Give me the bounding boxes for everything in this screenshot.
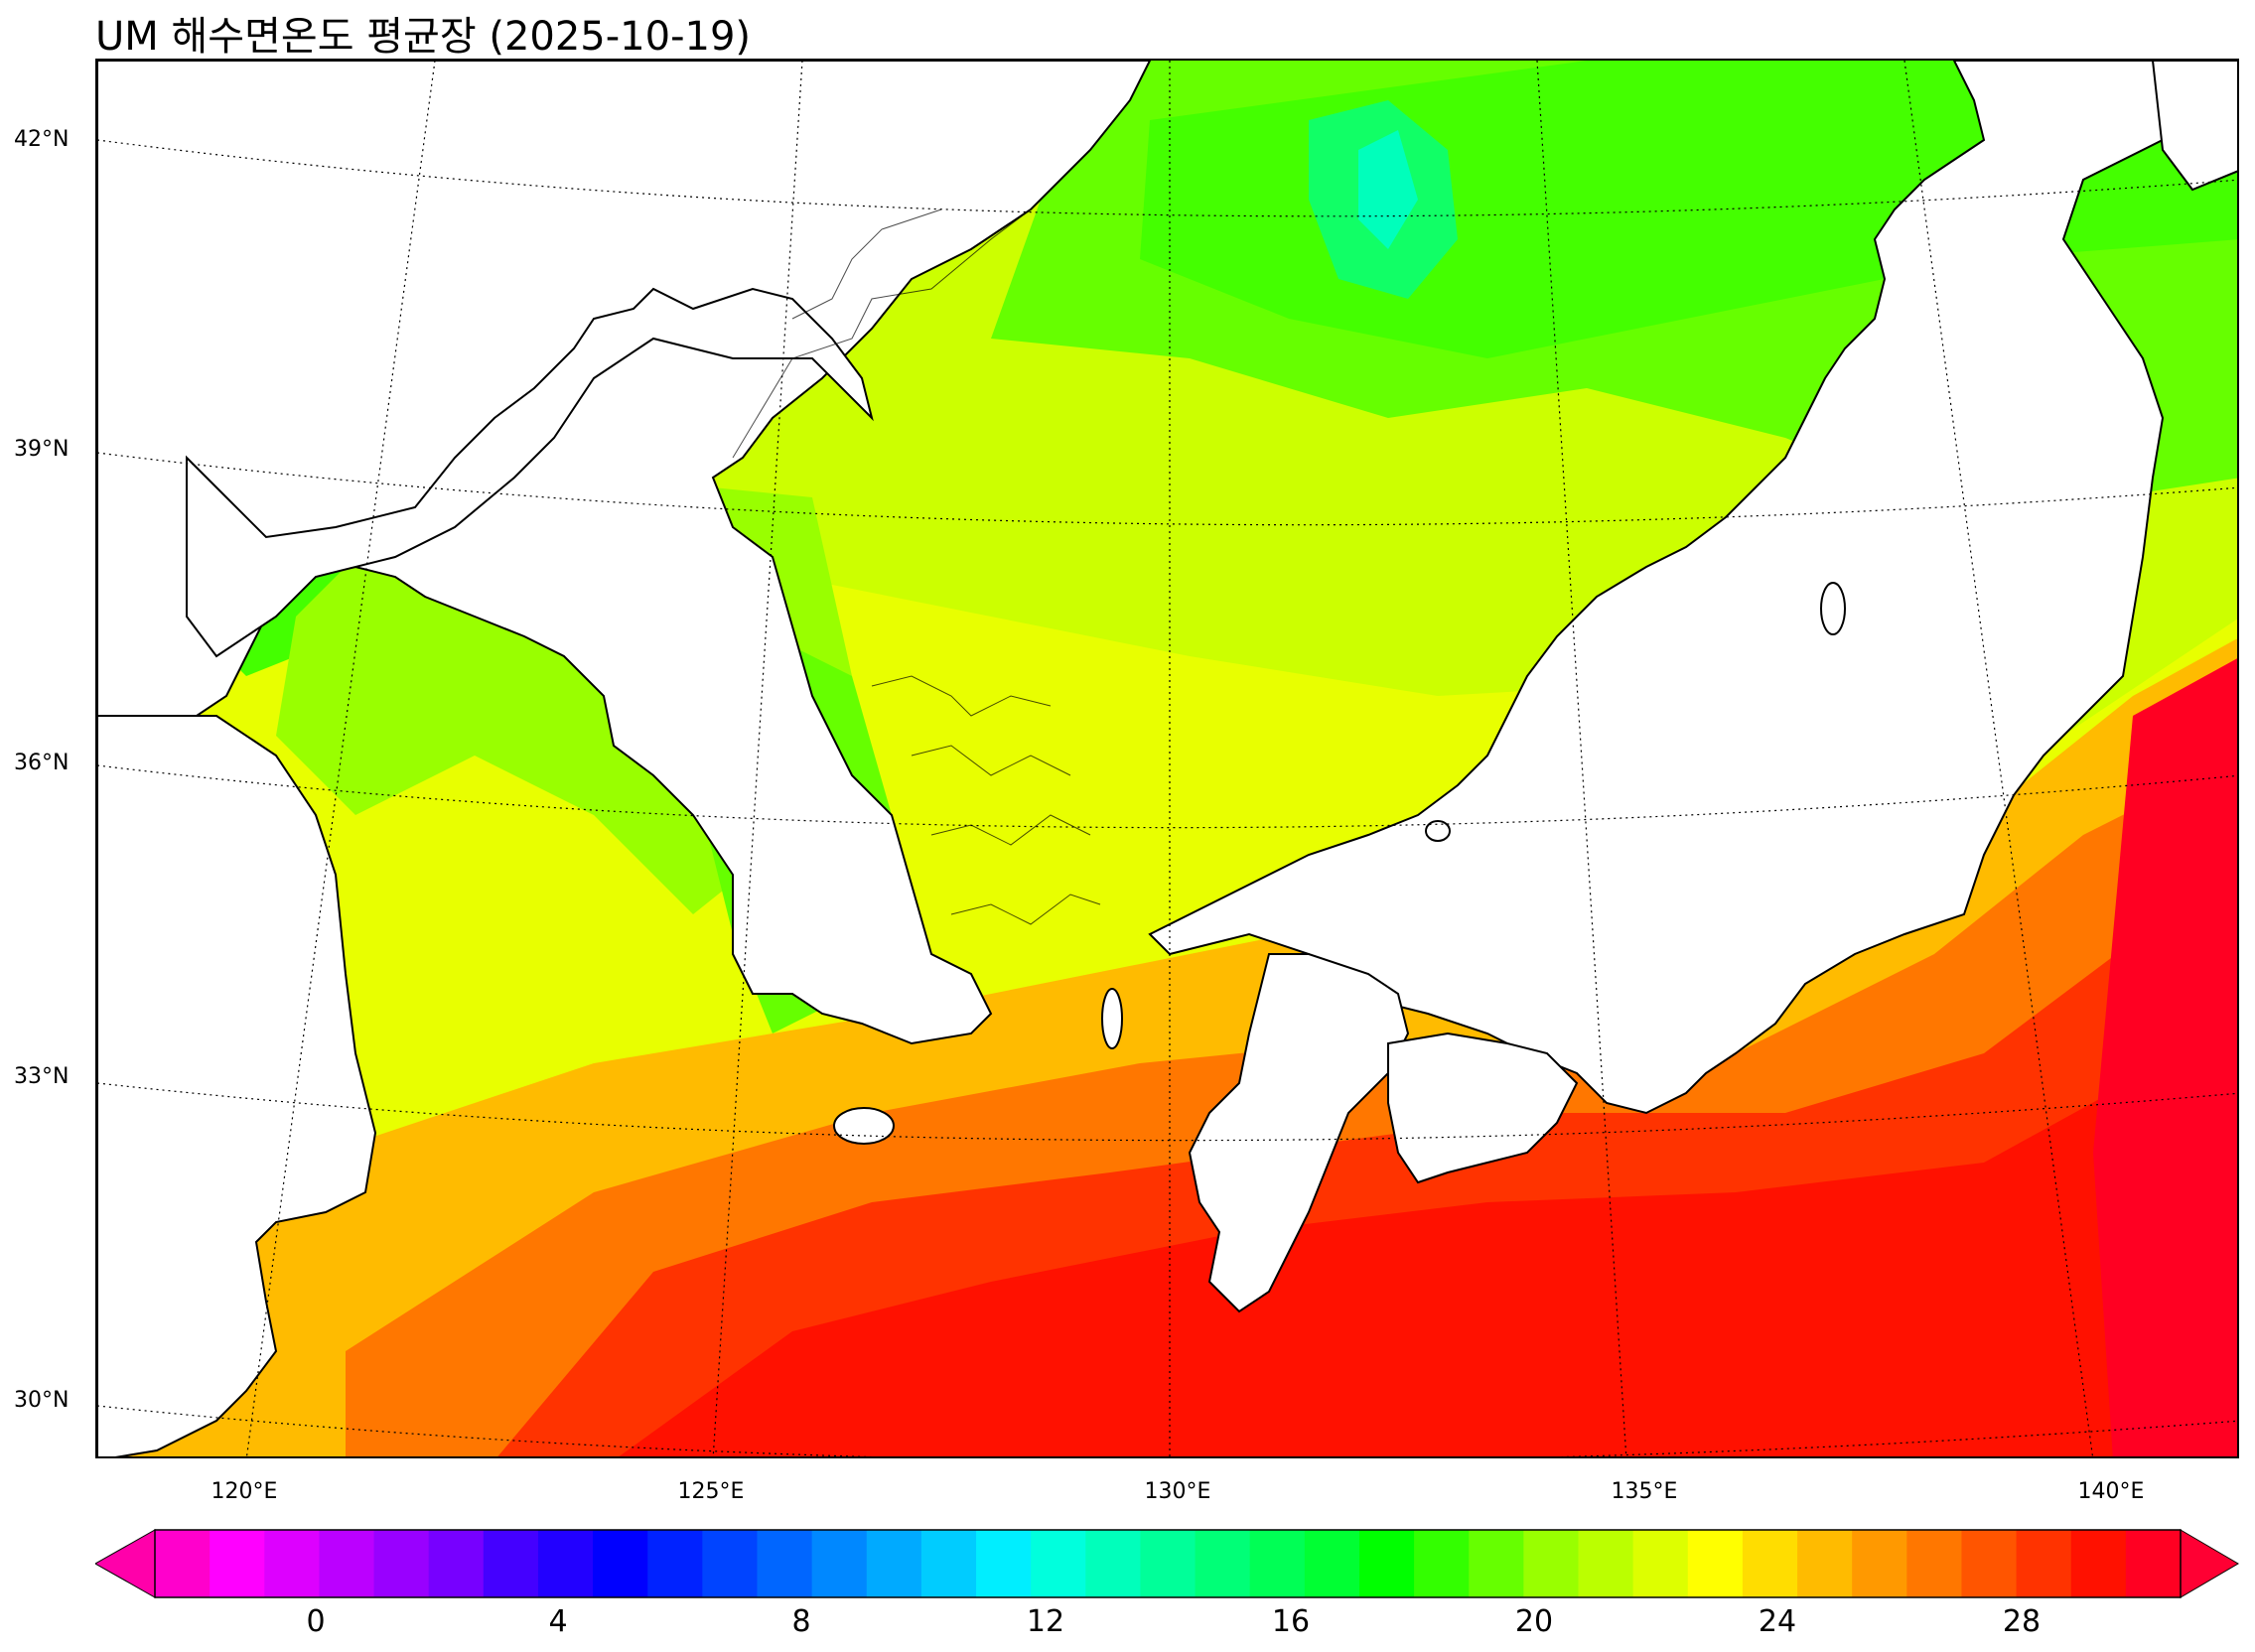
colorbar-swatch [866,1530,922,1597]
colorbar [95,1529,2239,1598]
lon-label-140: 140°E [2077,1479,2145,1504]
colorbar-swatch [1358,1530,1415,1597]
colorbar-tick-0: 0 [306,1604,326,1639]
colorbar-swatch [1687,1530,1744,1597]
colorbar-swatch [1632,1530,1689,1597]
colorbar-swatch [2125,1530,2182,1597]
colorbar-swatch [976,1530,1032,1597]
colorbar-swatch [483,1530,539,1597]
colorbar-swatch [373,1530,430,1597]
sst-map [95,59,2239,1458]
colorbar-tick-28: 28 [2002,1604,2042,1639]
lat-label-42: 42°N [14,127,70,152]
lon-label-125: 125°E [677,1479,745,1504]
lat-label-36: 36°N [14,751,70,775]
colorbar-swatch [428,1530,485,1597]
colorbar-swatch [757,1530,813,1597]
colorbar-swatch [1797,1530,1853,1597]
colorbar-swatch [537,1530,594,1597]
colorbar-swatch [1304,1530,1360,1597]
colorbar-swatch [1085,1530,1142,1597]
colorbar-swatch [319,1530,375,1597]
colorbar-over-arrow [2180,1529,2239,1598]
colorbar-swatch [593,1530,648,1597]
colorbar-swatch [702,1530,759,1597]
colorbar-swatch [264,1530,321,1597]
colorbar-swatch [1195,1530,1251,1597]
colorbar-swatch [920,1530,977,1597]
colorbar-swatch [2070,1530,2127,1597]
lat-label-39: 39°N [14,437,70,462]
colorbar-swatch [210,1530,265,1597]
lon-label-120: 120°E [211,1479,278,1504]
lon-label-130: 130°E [1144,1479,1211,1504]
colorbar-swatch [811,1530,868,1597]
lat-label-33: 33°N [14,1064,70,1089]
colorbar-swatch [1414,1530,1470,1597]
colorbar-swatch [1469,1530,1524,1597]
colorbar-tick-8: 8 [791,1604,811,1639]
colorbar-swatch [1906,1530,1963,1597]
colorbar-tick-4: 4 [548,1604,568,1639]
colorbar-swatch [1249,1530,1306,1597]
colorbar-swatch [155,1530,211,1597]
colorbar-swatch [2016,1530,2072,1597]
lon-label-135: 135°E [1611,1479,1678,1504]
colorbar-swatch [647,1530,703,1597]
lat-label-30: 30°N [14,1388,70,1413]
colorbar-swatch [1523,1530,1580,1597]
colorbar-swatch [1578,1530,1634,1597]
colorbar-swatch [1742,1530,1798,1597]
colorbar-under-arrow [95,1529,156,1598]
colorbar-swatch [1140,1530,1197,1597]
colorbar-swatch [1031,1530,1086,1597]
map-title: UM 해수면온도 평균장 (2025-10-19) [95,14,752,60]
colorbar-swatch [1852,1530,1907,1597]
colorbar-tick-20: 20 [1514,1604,1554,1639]
colorbar-border [154,1529,2182,1598]
colorbar-tick-12: 12 [1026,1604,1065,1639]
colorbar-tick-16: 16 [1271,1604,1311,1639]
colorbar-tick-24: 24 [1758,1604,1797,1639]
colorbar-swatch [1961,1530,2018,1597]
